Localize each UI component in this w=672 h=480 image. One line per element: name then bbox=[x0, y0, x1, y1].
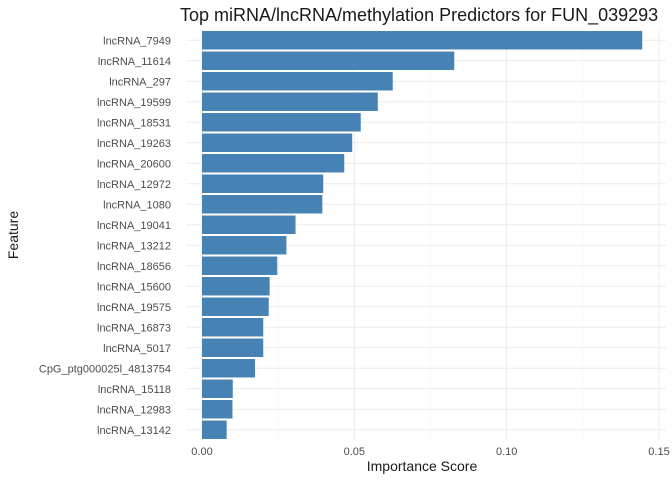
bar bbox=[202, 236, 287, 255]
y-tick-label: lncRNA_15118 bbox=[98, 384, 171, 396]
bar bbox=[202, 359, 256, 378]
y-tick-label: lncRNA_12983 bbox=[97, 404, 171, 416]
y-tick-label: lncRNA_19263 bbox=[97, 138, 171, 150]
y-tick-label: lncRNA_7949 bbox=[103, 35, 171, 47]
x-tick-label: 0.10 bbox=[496, 446, 517, 458]
y-tick-label: lncRNA_297 bbox=[109, 76, 171, 88]
bar bbox=[202, 72, 393, 91]
bar bbox=[202, 277, 270, 296]
x-tick-label: 0.15 bbox=[648, 446, 669, 458]
y-axis-title: Feature bbox=[5, 211, 21, 259]
bar bbox=[202, 51, 455, 70]
chart-title: Top miRNA/lncRNA/methylation Predictors … bbox=[180, 5, 658, 26]
grid bbox=[186, 30, 666, 440]
y-tick-label: CpG_ptg000025l_4813754 bbox=[39, 363, 171, 375]
y-tick-label: lncRNA_19041 bbox=[97, 220, 171, 232]
bar bbox=[202, 31, 643, 50]
y-tick-labels: lncRNA_7949 lncRNA_11614 lncRNA_297 lncRNA_… bbox=[39, 35, 171, 437]
y-tick-label: lncRNA_20600 bbox=[97, 158, 171, 170]
bar bbox=[202, 318, 264, 337]
bar bbox=[202, 174, 324, 193]
y-tick-label: lncRNA_16873 bbox=[97, 322, 171, 334]
bar bbox=[202, 297, 269, 316]
bar bbox=[202, 154, 345, 173]
y-tick-label: lncRNA_15600 bbox=[97, 281, 171, 293]
bar bbox=[202, 400, 233, 419]
bar bbox=[202, 113, 361, 132]
y-tick-label: lncRNA_19599 bbox=[97, 97, 171, 109]
bar bbox=[202, 195, 323, 214]
x-axis-title: Importance Score bbox=[367, 458, 478, 474]
y-tick-label: lncRNA_1080 bbox=[103, 199, 171, 211]
bars bbox=[202, 31, 643, 439]
bar bbox=[202, 92, 378, 111]
bar bbox=[202, 133, 353, 152]
x-tick-label: 0.05 bbox=[344, 446, 365, 458]
y-tick-label: lncRNA_18656 bbox=[97, 261, 171, 273]
bar bbox=[202, 215, 296, 234]
bar bbox=[202, 379, 233, 398]
bar bbox=[202, 420, 227, 439]
y-tick-label: lncRNA_18531 bbox=[97, 117, 171, 129]
y-tick-label: lncRNA_5017 bbox=[103, 343, 171, 355]
x-tick-labels: 0.00 0.05 0.10 0.15 bbox=[191, 446, 669, 458]
bar bbox=[202, 256, 278, 275]
y-tick-label: lncRNA_12972 bbox=[97, 179, 171, 191]
y-tick-label: lncRNA_11614 bbox=[98, 56, 171, 68]
bar bbox=[202, 338, 264, 357]
y-tick-label: lncRNA_13212 bbox=[97, 240, 171, 252]
y-tick-label: lncRNA_19575 bbox=[97, 302, 171, 314]
x-tick-label: 0.00 bbox=[191, 446, 212, 458]
y-tick-label: lncRNA_13142 bbox=[97, 425, 171, 437]
